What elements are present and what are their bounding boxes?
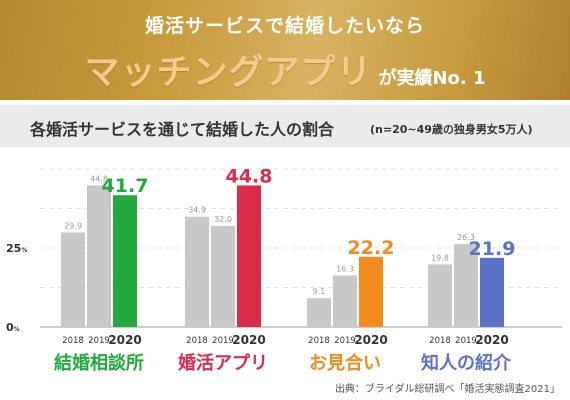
y-tick-label-0: 0%: [6, 321, 20, 334]
value-label-結婚相談所-2020: 41.7: [102, 175, 149, 197]
bar-chart: 0% 25% 29.9 2018 44.8 2019 41.7 2020 結婚相談所 34.9 20…: [6, 165, 562, 374]
category-label-お見合い: お見合い: [309, 352, 381, 374]
year-label-知人の紹介-2019: 2019: [455, 336, 477, 346]
category-label-婚活アプリ: 婚活アプリ: [178, 352, 268, 374]
year-label-お見合い-2018: 2018: [308, 336, 330, 346]
year-label-結婚相談所-2020: 2020: [108, 333, 141, 347]
value-label-結婚相談所-2018: 29.9: [64, 222, 82, 231]
bar-婚活アプリ-2020: [237, 185, 261, 327]
header-banner: 婚活サービスで結婚したいなら マッチングアプリ が実績No. 1: [0, 0, 570, 100]
chart-title: 各婚活サービスを通じて結婚した人の割合: [30, 120, 335, 139]
subtitle-bar: [0, 105, 570, 147]
chart-sample-note: (n=20~49歳の独身男女5万人): [370, 123, 533, 136]
year-label-婚活アプリ-2019: 2019: [212, 336, 234, 346]
y-tick-label-1: 25%: [6, 242, 27, 255]
category-label-知人の紹介: 知人の紹介: [421, 352, 512, 374]
year-label-お見合い-2020: 2020: [354, 333, 387, 347]
value-label-お見合い-2018: 9.1: [313, 287, 326, 296]
bar-お見合い-2018: [307, 298, 331, 327]
value-label-知人の紹介-2019: 26.3: [457, 233, 475, 242]
banner-tagline: マッチングアプリ が実績No. 1: [0, 44, 570, 95]
bar-婚活アプリ-2018: [185, 216, 209, 327]
year-label-知人の紹介-2020: 2020: [475, 333, 508, 347]
category-label-結婚相談所: 結婚相談所: [54, 352, 144, 374]
year-label-結婚相談所-2019: 2019: [88, 336, 110, 346]
source-note: 出典：ブライダル総研調べ「婚活実態調査2021」: [334, 384, 560, 395]
value-label-知人の紹介-2018: 19.8: [431, 253, 449, 262]
year-label-婚活アプリ-2020: 2020: [232, 333, 265, 347]
banner-highlight: マッチングアプリ: [84, 53, 373, 93]
bar-知人の紹介-2019: [454, 243, 478, 327]
banner-headline: 婚活サービスで結婚したいなら: [144, 15, 425, 37]
bar-知人の紹介-2018: [428, 264, 452, 327]
value-label-お見合い-2019: 16.3: [336, 264, 354, 273]
value-label-婚活アプリ-2020: 44.8: [226, 165, 273, 187]
value-label-結婚相談所-2019: 44.8: [90, 174, 108, 183]
bar-知人の紹介-2020: [480, 257, 504, 327]
bar-結婚相談所-2019: [87, 185, 111, 327]
year-label-婚活アプリ-2018: 2018: [186, 336, 208, 346]
bar-お見合い-2020: [359, 256, 383, 327]
value-label-知人の紹介-2020: 21.9: [469, 238, 516, 260]
value-label-婚活アプリ-2018: 34.9: [188, 206, 206, 215]
bar-お見合い-2019: [333, 275, 357, 327]
year-label-知人の紹介-2018: 2018: [429, 336, 451, 346]
bar-結婚相談所-2020: [113, 195, 137, 327]
year-label-お見合い-2019: 2019: [334, 336, 356, 346]
year-label-結婚相談所-2018: 2018: [62, 336, 84, 346]
banner-suffix: が実績No. 1: [378, 68, 486, 89]
value-label-婚活アプリ-2019: 32.0: [214, 215, 232, 224]
bar-結婚相談所-2018: [61, 232, 85, 327]
value-label-お見合い-2020: 22.2: [348, 237, 395, 259]
bar-婚活アプリ-2019: [211, 225, 235, 327]
